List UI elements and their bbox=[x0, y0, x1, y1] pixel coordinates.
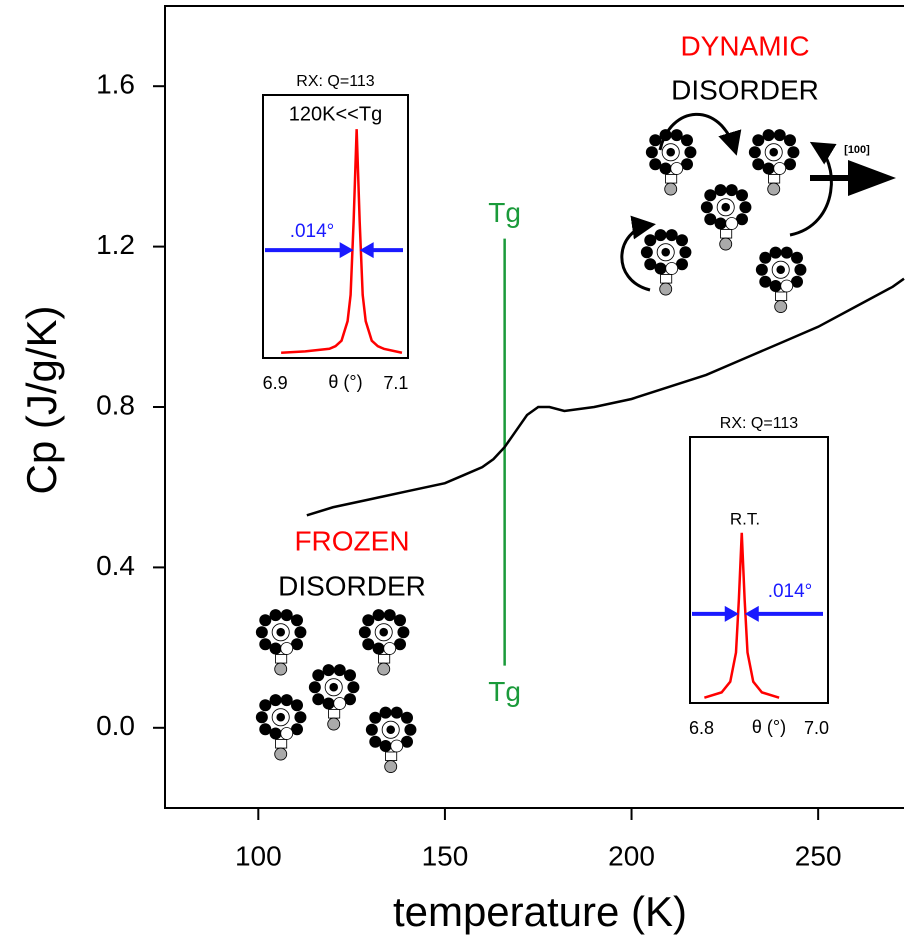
annotation: FROZEN bbox=[294, 525, 409, 556]
y-tick-label: 0.0 bbox=[96, 710, 135, 741]
data-line bbox=[704, 532, 780, 699]
inset-x-label: θ (°) bbox=[328, 372, 362, 392]
y-tick-label: 1.6 bbox=[96, 69, 135, 100]
x-tick-label: 100 bbox=[235, 840, 282, 871]
width-arrow-head bbox=[724, 605, 739, 622]
width-label: .014° bbox=[768, 581, 813, 602]
width-arrow-head bbox=[359, 242, 374, 259]
dynamic-molecules bbox=[620, 112, 896, 314]
tg-label: Tg bbox=[488, 197, 521, 228]
y-tick-label: 0.4 bbox=[96, 550, 135, 581]
x-axis-title: temperature (K) bbox=[393, 888, 687, 935]
inset-frame bbox=[262, 94, 409, 359]
x-tick-label: 150 bbox=[422, 840, 469, 871]
tg-label: Tg bbox=[488, 676, 521, 707]
inset-title: RX: Q=113 bbox=[720, 415, 799, 432]
x-tick-label: 250 bbox=[795, 840, 842, 871]
frozen-molecules bbox=[255, 608, 417, 774]
width-arrow-head bbox=[339, 242, 354, 259]
y-tick-label: 0.8 bbox=[96, 389, 135, 420]
x-tick-label: 7.1 bbox=[383, 373, 408, 393]
x-tick-label: 7.0 bbox=[804, 718, 829, 738]
y-tick-label: 1.2 bbox=[96, 229, 135, 260]
x-tick-label: 6.8 bbox=[689, 718, 714, 738]
inset-annotation: R.T. bbox=[730, 509, 760, 528]
data-line bbox=[306, 277, 905, 517]
annotation: DISORDER bbox=[671, 74, 819, 105]
width-label: .014° bbox=[290, 221, 335, 242]
width-arrow-head bbox=[744, 605, 759, 622]
x-tick-label: 200 bbox=[608, 840, 655, 871]
annotation: [100] bbox=[844, 144, 870, 156]
x-tick-label: 6.9 bbox=[263, 373, 288, 393]
inset-x-label: θ (°) bbox=[752, 717, 786, 737]
y-axis-title: Cp (J/g/K) bbox=[18, 305, 65, 494]
annotation: DYNAMIC bbox=[680, 30, 809, 61]
annotation: DISORDER bbox=[278, 570, 426, 601]
inset-title: RX: Q=113 bbox=[296, 73, 375, 90]
inset-annotation: 120K<<Tg bbox=[289, 103, 382, 125]
inset-frame bbox=[689, 436, 829, 704]
data-line bbox=[281, 129, 403, 354]
